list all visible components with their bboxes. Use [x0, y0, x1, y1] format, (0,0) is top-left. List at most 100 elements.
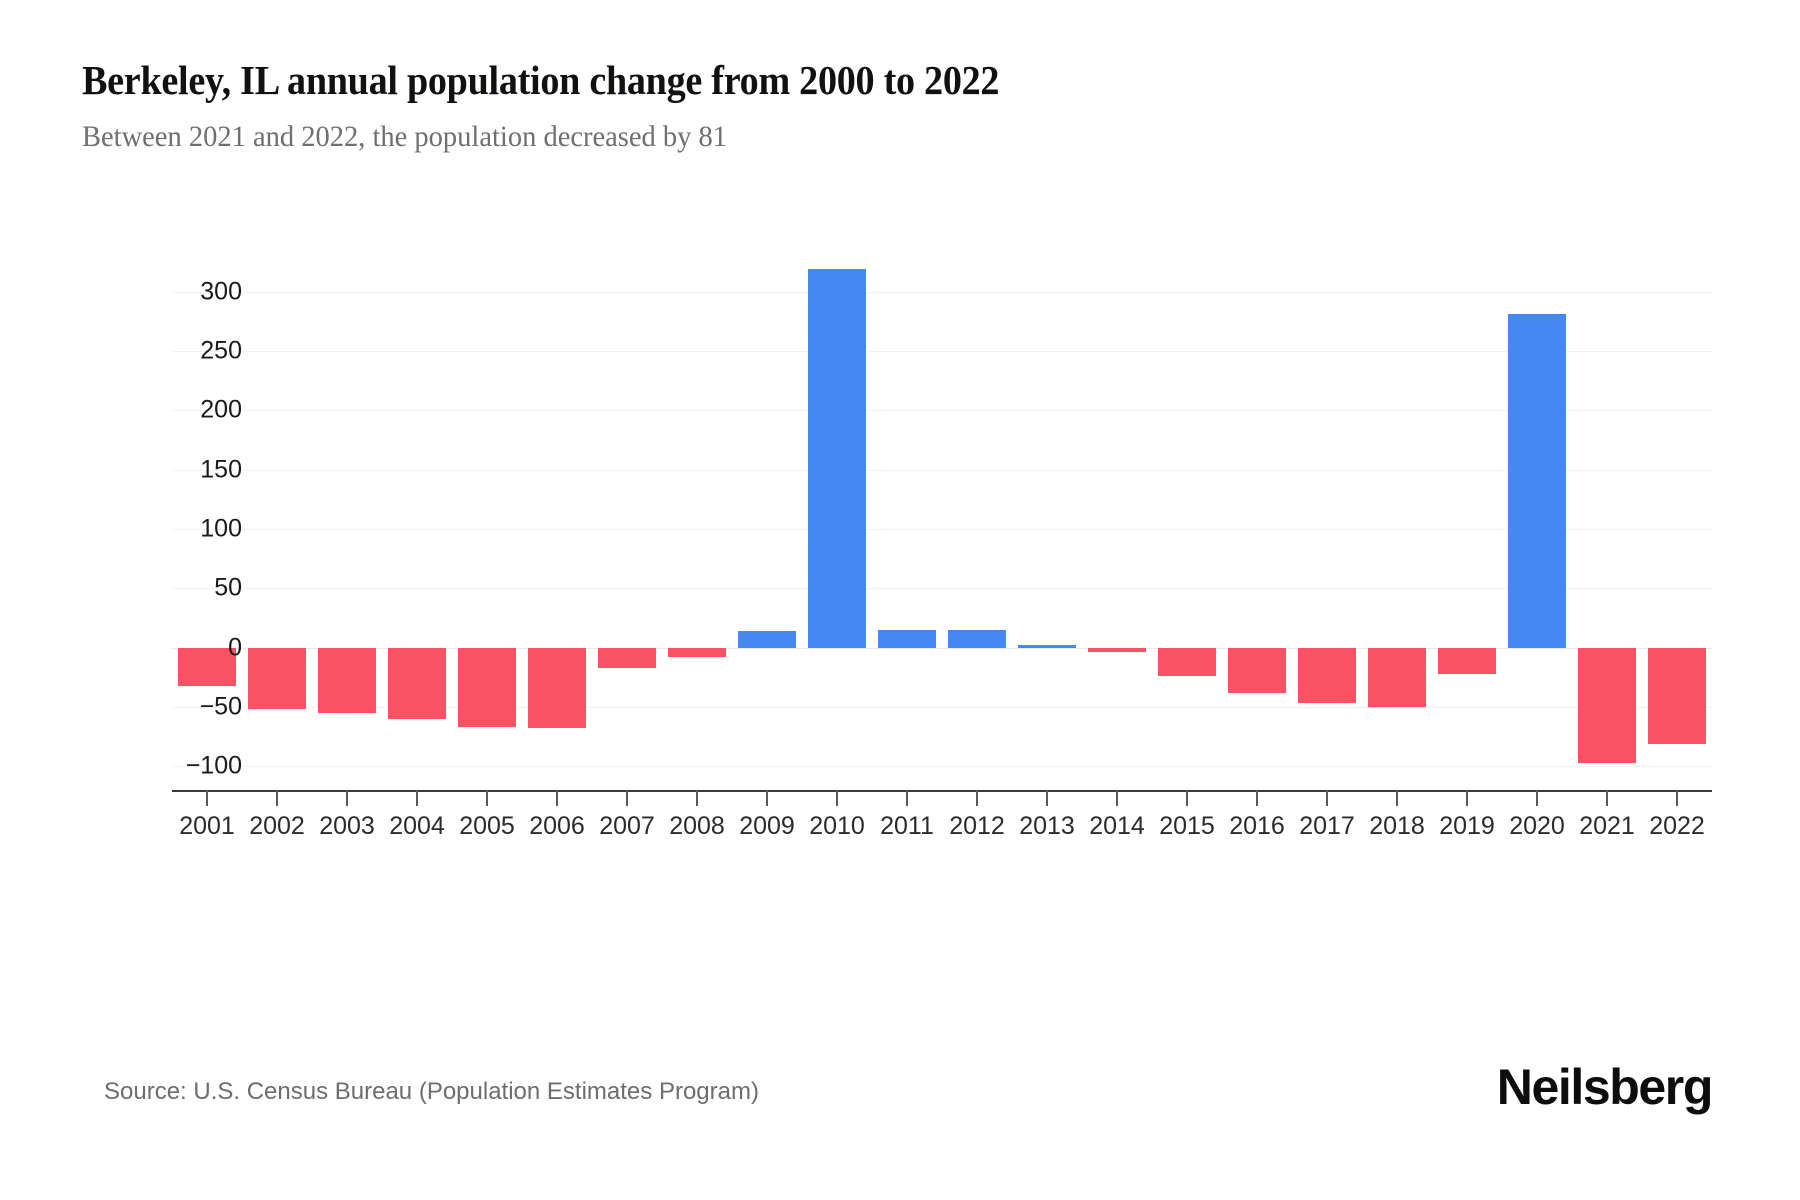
bar[interactable] [737, 630, 797, 648]
gridline [172, 588, 1712, 590]
gridline [172, 469, 1712, 471]
bar-slot[interactable] [1642, 250, 1712, 790]
bar-slot[interactable] [242, 250, 312, 790]
x-axis-tick [486, 790, 488, 806]
x-axis-tick [976, 790, 978, 806]
y-axis-tick-label: 100 [200, 514, 242, 543]
gridline [172, 350, 1712, 352]
x-axis-tick-label: 2003 [319, 812, 375, 840]
bar-slot[interactable] [1082, 250, 1152, 790]
x-axis-tick-label: 2016 [1229, 812, 1285, 840]
bar[interactable] [247, 647, 307, 710]
bar[interactable] [877, 629, 937, 648]
bar-slot[interactable] [312, 250, 382, 790]
y-axis-tick-label: −100 [185, 751, 242, 780]
x-axis-tick [836, 790, 838, 806]
bar[interactable] [1157, 647, 1217, 677]
bar-slot[interactable] [1432, 250, 1502, 790]
x-axis-tick [766, 790, 768, 806]
bar-slot[interactable] [522, 250, 592, 790]
bar[interactable] [1367, 647, 1427, 707]
x-axis-tick-label: 2010 [809, 812, 865, 840]
y-axis-tick-label: −50 [199, 692, 242, 721]
x-axis-tick-label: 2006 [529, 812, 585, 840]
x-axis-tick-label: 2011 [880, 812, 934, 840]
page-subtitle: Between 2021 and 2022, the population de… [82, 120, 728, 153]
x-axis-tick-label: 2019 [1439, 812, 1495, 840]
bar-slot[interactable] [382, 250, 452, 790]
bar-slot[interactable] [1012, 250, 1082, 790]
x-axis-tick [906, 790, 908, 806]
x-axis-tick [1396, 790, 1398, 806]
bar[interactable] [177, 647, 237, 686]
x-axis-tick-label: 2014 [1089, 812, 1145, 840]
y-axis-tick-label: 200 [200, 395, 242, 424]
gridline [172, 410, 1712, 412]
bar[interactable] [457, 647, 517, 728]
x-axis-tick-label: 2015 [1159, 812, 1215, 840]
x-axis-tick-label: 2007 [599, 812, 655, 840]
bar-slot[interactable] [1222, 250, 1292, 790]
x-axis-tick [556, 790, 558, 806]
bar-slot[interactable] [1572, 250, 1642, 790]
x-axis-tick [696, 790, 698, 806]
bar[interactable] [1437, 647, 1497, 674]
x-axis-tick [206, 790, 208, 806]
bar[interactable] [1577, 647, 1637, 763]
bar[interactable] [1647, 647, 1707, 744]
bar-slot[interactable] [1362, 250, 1432, 790]
x-axis-tick-label: 2008 [669, 812, 725, 840]
bar-slot[interactable] [172, 250, 242, 790]
x-axis-tick [1466, 790, 1468, 806]
bar-slot[interactable] [802, 250, 872, 790]
x-axis-tick-label: 2001 [179, 812, 235, 840]
bar-slot[interactable] [732, 250, 802, 790]
bar[interactable] [1227, 647, 1287, 693]
bar-slot[interactable] [942, 250, 1012, 790]
x-axis-tick-label: 2005 [459, 812, 515, 840]
gridline [172, 291, 1712, 293]
x-axis-tick-label: 2013 [1019, 812, 1075, 840]
x-axis-tick-label: 2022 [1649, 812, 1705, 840]
bar[interactable] [947, 629, 1007, 648]
x-axis-tick-label: 2012 [949, 812, 1005, 840]
brand-logo: Neilsberg [1496, 1059, 1714, 1115]
bar-slot[interactable] [1152, 250, 1222, 790]
bar-slot[interactable] [592, 250, 662, 790]
bar[interactable] [1087, 647, 1147, 653]
bar[interactable] [807, 268, 867, 648]
bar-slot[interactable] [1292, 250, 1362, 790]
bar[interactable] [317, 647, 377, 713]
x-axis-tick [1606, 790, 1608, 806]
x-axis-tick [1046, 790, 1048, 806]
x-axis-tick [1326, 790, 1328, 806]
bar-slot[interactable] [452, 250, 522, 790]
bar[interactable] [387, 647, 447, 719]
x-axis-tick [1186, 790, 1188, 806]
x-axis-tick [1256, 790, 1258, 806]
x-axis-tick-label: 2002 [249, 812, 305, 840]
x-axis-tick-label: 2018 [1369, 812, 1425, 840]
bar[interactable] [527, 647, 587, 729]
x-axis-tick [626, 790, 628, 806]
y-axis-tick-label: 50 [214, 573, 242, 602]
y-axis-tick-label: 300 [200, 277, 242, 306]
x-axis-tick [276, 790, 278, 806]
x-axis-tick-label: 2021 [1579, 812, 1635, 840]
gridline [172, 766, 1712, 768]
gridline [172, 528, 1712, 530]
x-axis-tick [416, 790, 418, 806]
bar[interactable] [597, 647, 657, 668]
x-axis-tick [346, 790, 348, 806]
bar-series [172, 250, 1712, 790]
y-axis-tick-label: 150 [200, 455, 242, 484]
bar-slot[interactable] [662, 250, 732, 790]
bar[interactable] [1507, 314, 1567, 648]
bar-slot[interactable] [1502, 250, 1572, 790]
bar-slot[interactable] [872, 250, 942, 790]
bar[interactable] [1017, 645, 1077, 648]
bar[interactable] [1297, 647, 1357, 704]
bar[interactable] [667, 647, 727, 658]
gridline [172, 706, 1712, 708]
